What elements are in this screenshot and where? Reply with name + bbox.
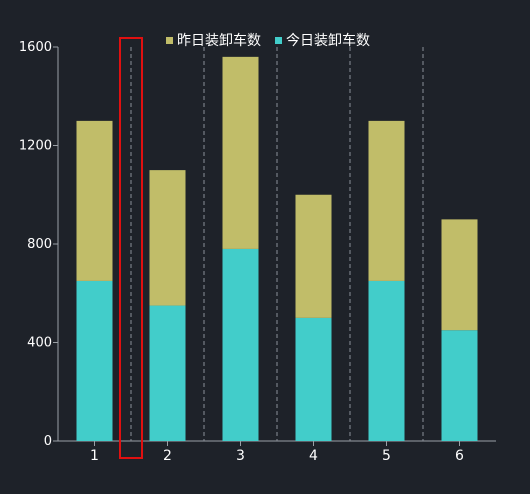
bar-today bbox=[222, 248, 259, 441]
bar-today bbox=[149, 305, 186, 441]
y-tick-label: 0 bbox=[44, 434, 52, 449]
x-tick-label: 6 bbox=[455, 448, 464, 464]
legend-label-yesterday: 昨日装卸车数 bbox=[177, 33, 261, 49]
x-tick-label: 3 bbox=[236, 448, 245, 464]
highlight-box bbox=[119, 37, 143, 459]
bar-yesterday bbox=[295, 194, 332, 318]
bar-yesterday bbox=[441, 219, 478, 331]
bar-today bbox=[441, 330, 478, 441]
bar-yesterday bbox=[222, 56, 259, 249]
bar-today bbox=[368, 280, 405, 441]
x-tick-label: 2 bbox=[163, 448, 172, 464]
legend-swatch-yesterday bbox=[166, 36, 173, 44]
y-tick-label: 1200 bbox=[19, 139, 52, 154]
x-tick-label: 4 bbox=[309, 448, 318, 464]
y-tick-label: 1600 bbox=[19, 40, 52, 55]
bar-yesterday bbox=[368, 120, 405, 281]
y-tick-label: 800 bbox=[27, 237, 52, 252]
legend-swatch-today bbox=[275, 36, 282, 44]
x-tick-label: 1 bbox=[90, 448, 99, 464]
legend-item-yesterday[interactable]: 昨日装卸车数 bbox=[166, 30, 261, 50]
bar-today bbox=[76, 280, 113, 441]
y-tick-label: 400 bbox=[27, 336, 52, 351]
x-tick-label: 5 bbox=[382, 448, 391, 464]
legend-label-today: 今日装卸车数 bbox=[286, 33, 370, 49]
bar-today bbox=[295, 317, 332, 441]
chart-legend: 昨日装卸车数 今日装卸车数 bbox=[166, 30, 384, 50]
bar-yesterday bbox=[76, 120, 113, 281]
legend-item-today[interactable]: 今日装卸车数 bbox=[275, 30, 370, 50]
bar-yesterday bbox=[149, 170, 186, 306]
